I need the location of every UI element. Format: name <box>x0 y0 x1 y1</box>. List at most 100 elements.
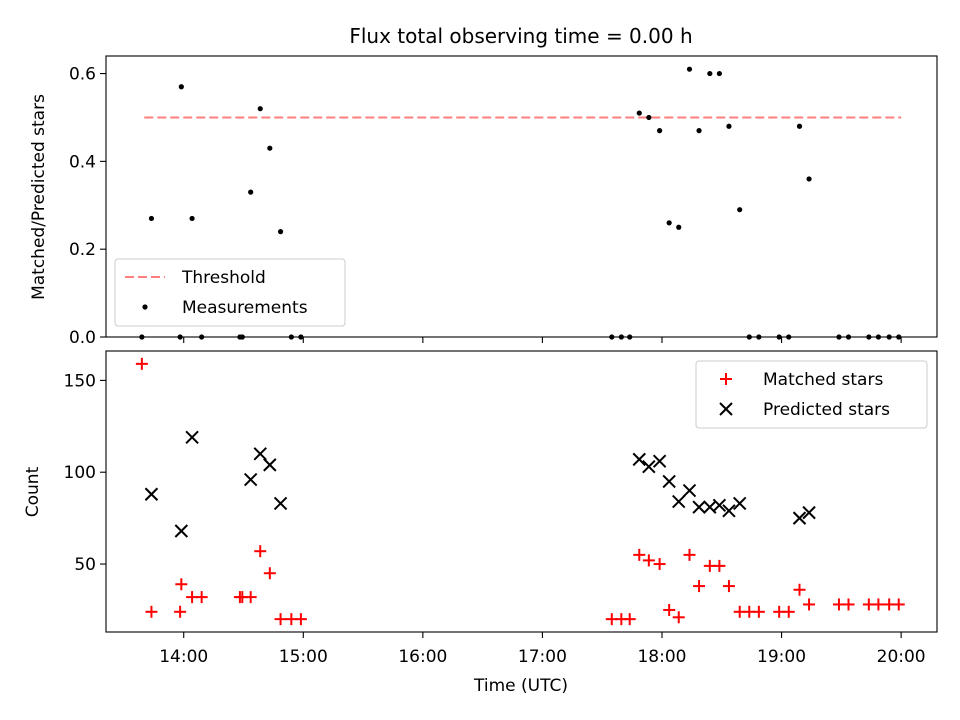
matched-star-point <box>793 583 806 596</box>
matched-star-point <box>782 605 795 618</box>
predicted-star-point-b <box>642 459 656 474</box>
matched-star-point <box>872 598 885 611</box>
top-y-axis-label: Matched/Predicted stars <box>29 94 49 300</box>
matched-star-point <box>803 598 816 611</box>
matched-star-point <box>623 613 636 626</box>
top-y-ticks: 0.0 0.2 0.4 0.6 <box>69 65 106 348</box>
measurement-point <box>257 106 263 112</box>
measurement-point <box>636 110 642 116</box>
predicted-star-point <box>712 498 727 512</box>
top-panel: 0.0 0.2 0.4 0.6 Matched/Predicted stars Thr… <box>29 55 938 348</box>
measurement-point <box>707 70 713 77</box>
bottom-legend: Matched stars Predicted stars <box>695 360 928 429</box>
predicted-star-point <box>253 447 267 461</box>
measurement-point <box>686 66 693 72</box>
predicted-star-point-b <box>273 496 288 511</box>
predicted-star-point <box>692 500 706 514</box>
matched-star-point <box>653 558 666 571</box>
measurement-point <box>796 123 803 129</box>
bottom-x-ticks: 14:00 15:00 16:00 17:00 18:00 19:00 20:00 <box>159 632 926 667</box>
top-axes-frame <box>105 55 938 338</box>
matched-star-point <box>195 591 208 604</box>
predicted-star-point <box>733 496 747 511</box>
predicted-star-point-b <box>243 472 258 487</box>
matched-star-point <box>135 357 148 370</box>
predicted-star-point <box>273 496 288 511</box>
predicted-star-point-b <box>733 496 747 511</box>
top-y-tick-label: 0.2 <box>69 240 96 260</box>
predicted-star-point-b <box>662 474 676 489</box>
predicted-star-point-b <box>144 487 159 501</box>
measurement-point <box>148 215 155 222</box>
predicted-star-point-b <box>722 504 736 518</box>
legend-measurements-swatch <box>142 304 148 310</box>
measurement-point <box>657 128 663 134</box>
top-x-ticks <box>183 337 902 343</box>
matched-star-point <box>892 598 905 611</box>
chart-title: Flux total observing time = 0.00 h <box>349 24 692 48</box>
matched-star-point <box>842 598 855 611</box>
bottom-y-tick-label: 50 <box>74 555 96 575</box>
matched-star-point <box>174 605 187 618</box>
legend-measurements-label: Measurements <box>182 298 308 318</box>
predicted-star-point <box>632 452 646 467</box>
matched-star-point <box>752 605 765 618</box>
bottom-panel: 50 100 150 14:00 15:00 16:00 17:00 18:00 19:00 2… <box>23 350 938 696</box>
bottom-axes-frame <box>105 350 938 633</box>
predicted-star-point-b <box>682 483 697 498</box>
predicted-star-point-b <box>692 500 706 514</box>
matched-star-point <box>294 613 307 626</box>
bottom-x-axis-label: Time (UTC) <box>473 676 568 696</box>
predicted-star-point-b <box>712 498 727 512</box>
legend-predicted-label: Predicted stars <box>763 400 890 420</box>
measurement-point <box>676 224 682 230</box>
measurement-point <box>716 70 722 77</box>
legend-matched-label: Matched stars <box>763 370 883 390</box>
measurement-point <box>189 215 195 222</box>
bottom-x-tick-label: 14:00 <box>159 647 208 667</box>
legend-predicted-swatch <box>719 402 733 416</box>
predicted-star-point <box>652 454 667 468</box>
predicted-star-point-b <box>185 430 199 445</box>
matched-star-point <box>633 548 646 561</box>
predicted-star-point <box>682 483 697 498</box>
predicted-star-point <box>144 487 159 501</box>
measurement-point <box>646 114 652 121</box>
measurement-point <box>806 176 812 182</box>
measurement-point <box>277 229 284 235</box>
matched-star-point <box>263 567 276 580</box>
matched-star-point <box>663 603 676 616</box>
predicted-star-point-b <box>792 511 807 525</box>
bottom-y-tick-label: 100 <box>64 463 96 483</box>
bottom-x-tick-label: 19:00 <box>757 647 806 667</box>
matched-star-point <box>713 559 726 572</box>
measurement-point <box>267 145 273 151</box>
matched-star-point <box>145 605 158 618</box>
measurement-point <box>178 84 184 90</box>
top-y-tick-label: 0.6 <box>69 65 96 85</box>
matched-star-point <box>683 548 696 561</box>
predicted-star-point-b <box>632 452 646 467</box>
matched-star-point <box>672 611 685 624</box>
measurement-point <box>737 207 743 213</box>
matched-star-point <box>254 545 267 558</box>
bottom-x-tick-label: 16:00 <box>398 647 447 667</box>
predicted-star-point-b <box>672 494 686 509</box>
legend-threshold-label: Threshold <box>181 268 266 288</box>
bottom-y-ticks: 50 100 150 <box>64 371 106 575</box>
measurement-point <box>666 220 672 226</box>
bottom-x-tick-label: 17:00 <box>518 647 567 667</box>
top-y-tick-label: 0.4 <box>69 152 96 172</box>
bottom-marks <box>135 357 905 626</box>
bottom-x-tick-label: 20:00 <box>877 647 926 667</box>
matched-star-point <box>274 613 287 626</box>
predicted-star-point <box>174 524 189 538</box>
measurement-point <box>726 123 732 129</box>
bottom-y-tick-label: 150 <box>64 371 96 391</box>
predicted-star-point-b <box>802 505 816 520</box>
predicted-star-point-b <box>652 454 667 468</box>
predicted-star-point <box>802 505 816 520</box>
predicted-star-point-b <box>263 458 277 472</box>
top-legend-box <box>114 258 346 327</box>
